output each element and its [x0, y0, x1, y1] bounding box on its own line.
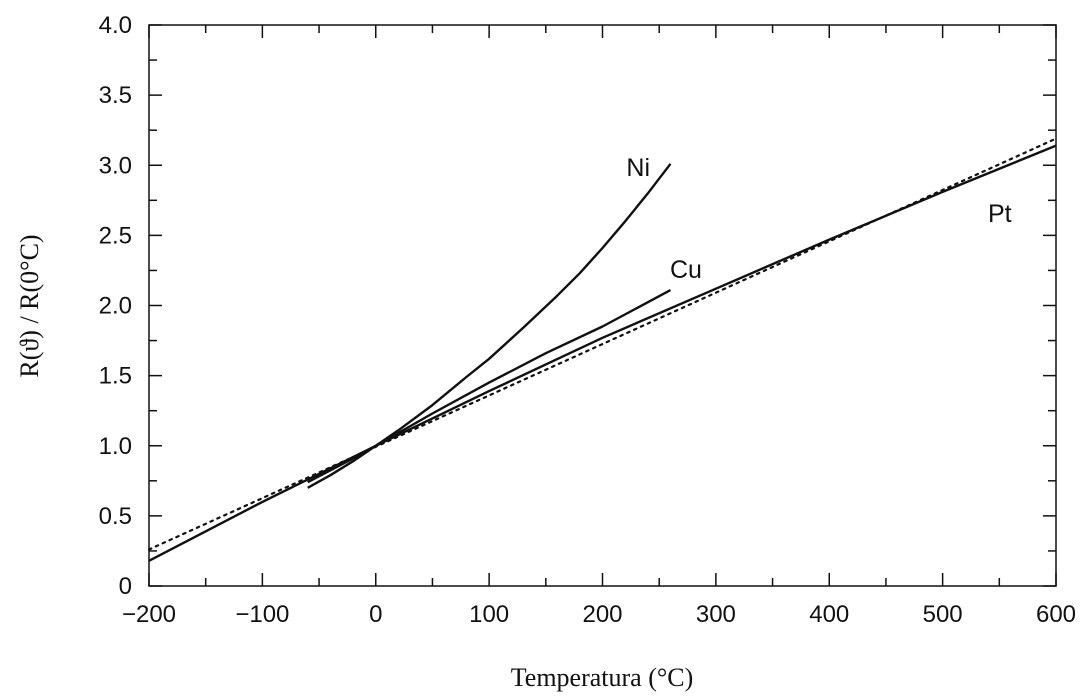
x-axis-ticks: −200 −100 0 100 200 300 400 500 600	[122, 25, 1076, 628]
x-tick-label: 200	[582, 601, 622, 628]
y-tick-label: 2.0	[99, 293, 132, 320]
series-label-ni: Ni	[626, 154, 650, 182]
x-axis-title: Temperatura (°C)	[511, 663, 694, 692]
y-tick-label: 0	[119, 573, 132, 600]
series-line-ni	[307, 163, 672, 489]
y-tick-label: 0.5	[99, 503, 132, 530]
x-tick-label: 300	[696, 601, 736, 628]
y-tick-label: 3.5	[99, 82, 132, 109]
x-tick-label: −200	[122, 601, 176, 628]
y-tick-label: 1.0	[99, 433, 132, 460]
series-labels: Ni Cu Pt	[626, 154, 1011, 284]
x-tick-label: 600	[1036, 601, 1076, 628]
plot-frame	[148, 24, 1057, 587]
series-label-cu: Cu	[670, 256, 702, 284]
x-tick-label: 0	[369, 601, 382, 628]
y-tick-label: 4.0	[99, 12, 132, 39]
series-line-pt	[148, 144, 1057, 562]
x-tick-label: 400	[809, 601, 849, 628]
series-lines	[147, 137, 1058, 562]
y-axis-title: R(ϑ) / R(0°C)	[15, 234, 44, 377]
reference-dotted-line	[147, 137, 1058, 551]
x-tick-label: 100	[469, 601, 509, 628]
y-axis-ticks: 0 0.5 1.0 1.5 2.0 2.5 3.0 3.5 4.0	[99, 12, 1056, 600]
y-tick-label: 3.0	[99, 152, 132, 179]
x-tick-label: −100	[235, 601, 289, 628]
x-tick-label: 500	[923, 601, 963, 628]
y-tick-label: 1.5	[99, 363, 132, 390]
series-label-pt: Pt	[988, 200, 1012, 228]
y-tick-label: 2.5	[99, 222, 132, 249]
